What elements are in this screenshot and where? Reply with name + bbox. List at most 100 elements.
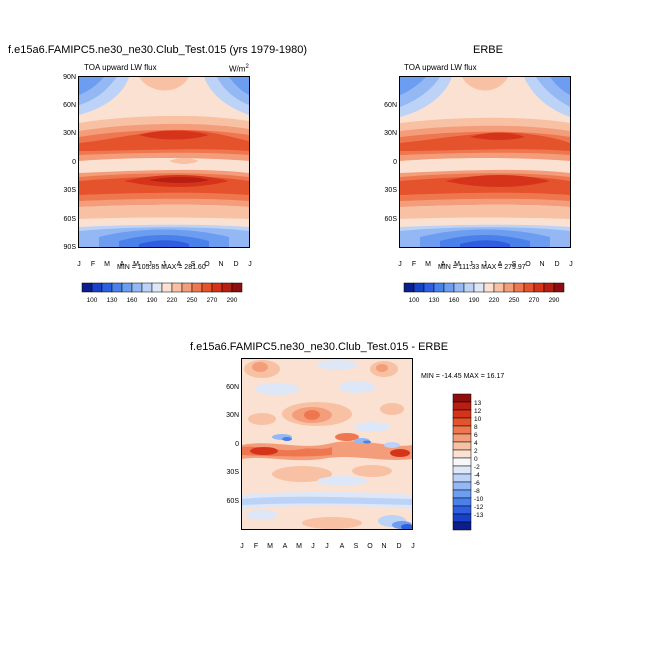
panel1-xtick: D (233, 261, 238, 268)
panel3-xtick: J (411, 543, 415, 550)
panel1-field (79, 77, 249, 247)
panel3-cbar-label: 13 (474, 400, 482, 407)
panel2-colorbar-swatches (403, 282, 565, 293)
panel2-cbar-label: 190 (469, 297, 480, 304)
panel2-cbar-label: 270 (529, 297, 540, 304)
panel1-xtick: M (104, 261, 110, 268)
panel1-ytick-30s: 30S (64, 187, 77, 194)
panel2-cbar-label: 220 (489, 297, 500, 304)
panel3-xtick: J (240, 543, 244, 550)
panel2-xtick: J (398, 261, 402, 268)
panel3-ytick-30s: 30S (227, 469, 240, 476)
panel2-xtick: J (569, 261, 573, 268)
panel3-xtick: A (283, 543, 288, 550)
panel1-ytick-90n: 90N (63, 74, 76, 81)
panel2-ytick-30s: 30S (385, 187, 398, 194)
panel1-ytick-30n: 30N (63, 130, 76, 137)
panel1-xtick: J (248, 261, 252, 268)
panel1-cbar-label: 130 (107, 297, 118, 304)
panel3-plot (241, 358, 413, 530)
panel2-xtick: M (454, 261, 460, 268)
panel3-cbar-label: 0 (474, 456, 478, 463)
panel1-minmax: MIN = 105.85 MAX = 281.60 (117, 264, 206, 271)
panel2-xtick: J (469, 261, 473, 268)
panel3-xtick: M (267, 543, 273, 550)
panel2-axes: 60N 30N 0 30S 60S J F M A M J J A S O N … (384, 102, 573, 268)
panel1-ytick-60s: 60S (64, 216, 77, 223)
panel1-xtick: S (191, 261, 196, 268)
panel1-subtitle: TOA upward LW flux (84, 63, 157, 72)
panel2-xtick: O (525, 261, 531, 268)
panel1-units-text: W/m (229, 64, 246, 74)
panel3-cbar-label: 2 (474, 448, 478, 455)
panel1-ytick-60n: 60N (63, 102, 76, 109)
panel3-axes: 60N 30N 0 30S 60S J F M A M J J A S O N … (226, 384, 415, 550)
panel3-cbar-label: 8 (474, 424, 478, 431)
panel2-ytick-30n: 30N (384, 130, 397, 137)
panel3-title: f.e15a6.FAMIPC5.ne30_ne30.Club_Test.015 … (190, 341, 449, 353)
panel3-xtick: O (367, 543, 373, 550)
panel1-xtick: J (162, 261, 166, 268)
panel3-xtick: F (254, 543, 258, 550)
panel1-title: f.e15a6.FAMIPC5.ne30_ne30.Club_Test.015 … (8, 44, 308, 56)
panel1-colorbar: 100 130 160 190 220 250 270 290 (81, 282, 243, 304)
panel1-cbar-label: 290 (227, 297, 238, 304)
panel2-ytick-60s: 60S (385, 216, 398, 223)
panel3-xtick: J (325, 543, 329, 550)
panel2-ytick-0: 0 (393, 159, 397, 166)
panel3-cbar-label: -2 (474, 464, 480, 471)
panel1-xtick: J (148, 261, 152, 268)
panel2-colorbar: 100 130 160 190 220 250 270 290 (403, 282, 565, 304)
panel2-xtick: M (425, 261, 431, 268)
panel1-xtick: F (91, 261, 95, 268)
panel3-xtick: M (296, 543, 302, 550)
panel2-xtick: A (498, 261, 503, 268)
panel1-xtick: O (204, 261, 210, 268)
panel3-cbar-label: -13 (474, 512, 484, 519)
panel2-cbar-label: 130 (429, 297, 440, 304)
panel3-cbar-label: 12 (474, 408, 482, 415)
panel2-xtick: J (483, 261, 487, 268)
panel3-colorbar: 13 12 10 8 6 4 2 0 -2 -4 -6 -8 -10 -12 -… (452, 393, 484, 531)
panel3-minmax: MIN = -14.45 MAX = 16.17 (421, 373, 505, 380)
panel1-axes: 90N 60N 30N 0 30S 60S 90S J F M A M J J … (63, 74, 252, 268)
panel1-plot (78, 76, 250, 248)
panel2-xtick: A (441, 261, 446, 268)
panel3-cbar-label: -8 (474, 488, 480, 495)
panel3-cbar-label: -6 (474, 480, 480, 487)
panel1-xticks: J F M A M J J A S O N D J (77, 261, 252, 268)
panel3-xtick: D (396, 543, 401, 550)
panel1-cbar-label: 190 (147, 297, 158, 304)
panel2-xtick: D (554, 261, 559, 268)
panel3-field (242, 359, 412, 529)
panel1-xtick: A (177, 261, 182, 268)
panel1-ytick-0: 0 (72, 159, 76, 166)
panel3-ytick-60s: 60S (227, 498, 240, 505)
panel3-cbar-label: 4 (474, 440, 478, 447)
panel2-xtick: S (512, 261, 517, 268)
panel3-xtick: N (381, 543, 386, 550)
panel2-subtitle: TOA upward LW flux (404, 63, 477, 72)
panel1-cbar-label: 270 (207, 297, 218, 304)
panel1-cbar-label: 250 (187, 297, 198, 304)
panel3-xtick: J (311, 543, 315, 550)
panel1-xtick: M (133, 261, 139, 268)
panel1-cbar-label: 160 (127, 297, 138, 304)
panel2-xtick: F (412, 261, 416, 268)
panel3-cbar-label: 10 (474, 416, 482, 423)
panel1-xtick: J (77, 261, 81, 268)
panel3-colorbar-swatches (452, 393, 472, 531)
panel2-title: ERBE (473, 44, 503, 56)
panel1-cbar-label: 100 (87, 297, 98, 304)
panel2-xtick: N (539, 261, 544, 268)
panel3-cbar-label: -4 (474, 472, 480, 479)
panel2-minmax: MIN = 111.33 MAX = 279.97 (438, 264, 526, 271)
panel2-cbar-label: 250 (509, 297, 520, 304)
panel1-xtick: A (120, 261, 125, 268)
panel3-ytick-60n: 60N (226, 384, 239, 391)
panel1-ytick-90s: 90S (64, 244, 77, 251)
panel1-colorbar-swatches (81, 282, 243, 293)
panel3-cbar-label: 6 (474, 432, 478, 439)
panel2-field (400, 77, 570, 247)
panel3-cbar-label: -12 (474, 504, 484, 511)
